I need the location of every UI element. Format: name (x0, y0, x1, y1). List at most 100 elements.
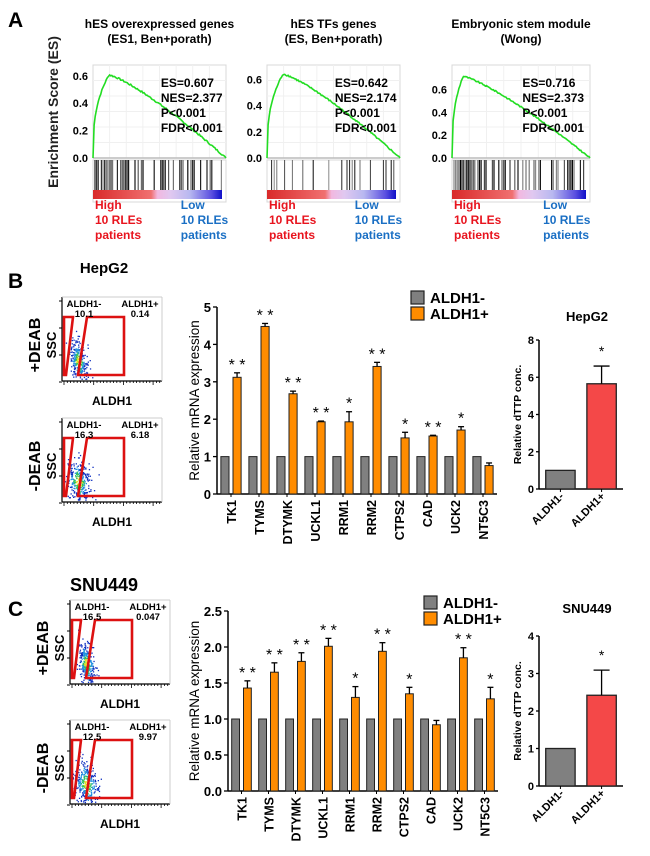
flow-event-dot (84, 363, 86, 365)
flow-event-dot (77, 475, 79, 477)
flow-event-dot (95, 785, 97, 787)
flow-event-dot (79, 454, 82, 457)
flow-event-dot (82, 364, 84, 366)
flow-event-dot (75, 759, 77, 762)
legend-label-aldh1-pos: ALDH1+ (430, 306, 489, 323)
gsea-plot-1: hES overexpressed genes(ES1, Ben+porath)… (73, 17, 235, 242)
gsea-high-label: High (269, 198, 296, 212)
legend-label-aldh1-pos: ALDH1+ (443, 611, 502, 628)
gsea-high-label: 10 RLEs (95, 213, 143, 227)
flow-event-dot (81, 785, 83, 787)
flow-event-dot (89, 679, 92, 681)
flow-event-dot (83, 650, 85, 653)
flow-event-dot (84, 772, 86, 775)
gsea-stat: P<0.001 (161, 106, 206, 120)
flow-event-dot (78, 344, 80, 346)
flow-event-dot (84, 659, 87, 661)
flow-event-dot (90, 656, 92, 658)
flow-y-axis-label: SSC (52, 634, 67, 661)
flow-event-dot (97, 780, 99, 782)
flow-event-dot (86, 773, 89, 775)
flow-event-dot (83, 649, 85, 651)
flow-event-dot (85, 653, 87, 655)
flow-event-dot (76, 362, 78, 364)
bar-aldh1-pos (344, 421, 354, 495)
flow-event-dot (91, 775, 93, 778)
flow-event-dot (81, 757, 83, 759)
bar-aldh1-pos (456, 429, 466, 495)
flow-event-dot (84, 799, 87, 802)
significance-marker: * * (257, 307, 274, 324)
dttp-y-tick-label: 0 (528, 781, 534, 793)
flow-event-dot (85, 658, 87, 660)
gsea-es-curve (92, 73, 227, 159)
flow-event-dot (71, 467, 73, 470)
flow-event-dot (75, 476, 77, 478)
flow-event-dot (85, 489, 87, 491)
flow-event-dot (93, 785, 95, 787)
flow-event-dot (82, 477, 84, 479)
flow-event-dot (81, 760, 83, 762)
flow-event-dot (90, 670, 92, 672)
flow-event-dot (82, 779, 84, 782)
flow-event-dot (80, 656, 83, 658)
flow-event-dot (83, 366, 86, 368)
flow-event-dot (98, 787, 100, 789)
bar-aldh1-neg (416, 456, 426, 495)
bar-aldh1-pos (260, 325, 270, 495)
flow-event-dot (83, 775, 85, 777)
flow-event-dot (90, 801, 93, 803)
flow-event-dot (81, 773, 83, 776)
flow-event-dot (86, 362, 88, 365)
flow-event-dot (80, 485, 82, 487)
flow-event-dot (81, 480, 84, 482)
flow-event-dot (88, 487, 90, 490)
flow-event-dot (88, 473, 90, 475)
flow-event-dot (80, 783, 82, 786)
flow-event-dot (91, 780, 93, 782)
mrna-x-tick-label: TYMS (263, 797, 277, 832)
gsea-stat: ES=0.716 (522, 76, 575, 90)
flow-event-dot (80, 799, 82, 802)
flow-event-dot (74, 344, 76, 346)
flow-event-dot (92, 665, 94, 667)
flow-event-dot (90, 783, 93, 785)
flow-event-dot (81, 361, 83, 363)
bar-aldh1-pos (459, 657, 468, 792)
flow-event-dot (86, 355, 88, 358)
flow-event-dot (82, 764, 84, 766)
flow-event-dot (90, 777, 92, 780)
flow-event-dot (87, 478, 89, 480)
flow-event-dot (74, 496, 76, 498)
dttp-x-tick-label: ALDH1- (530, 490, 567, 527)
flow-event-dot (74, 358, 76, 360)
flow-event-dot (79, 645, 81, 647)
flow-event-dot (84, 795, 86, 798)
gsea-plot-2: hES TFs genes(ES, Ben+porath) 0.6 0.4 0.2 0.… (247, 17, 403, 242)
flow-event-dot (86, 655, 88, 658)
flow-event-dot (93, 656, 95, 658)
flow-event-dot (87, 344, 89, 346)
flow-event-dot (87, 770, 89, 772)
flow-event-dot (88, 643, 90, 645)
flow-event-dot (75, 770, 77, 773)
flow-event-dot (79, 469, 81, 471)
flow-event-dot (71, 359, 73, 361)
flow-event-dot (84, 661, 86, 664)
flow-event-dot (74, 363, 76, 365)
flow-event-dot (85, 474, 87, 477)
flow-event-dot (88, 665, 91, 667)
flow-event-dot (79, 499, 81, 501)
flow-event-dot (84, 657, 87, 659)
flow-pos-label: ALDH1+ (129, 602, 167, 613)
flow-event-dot (72, 471, 74, 473)
flow-event-dot (86, 371, 88, 374)
flow-event-dot (89, 790, 91, 792)
flow-event-dot (85, 770, 87, 772)
flow-event-dot (80, 778, 82, 780)
bar-aldh1-neg (312, 718, 322, 792)
flow-event-dot (72, 495, 74, 497)
flow-event-dot (81, 489, 83, 491)
flow-event-dot (68, 497, 71, 499)
flow-event-dot (82, 663, 84, 665)
